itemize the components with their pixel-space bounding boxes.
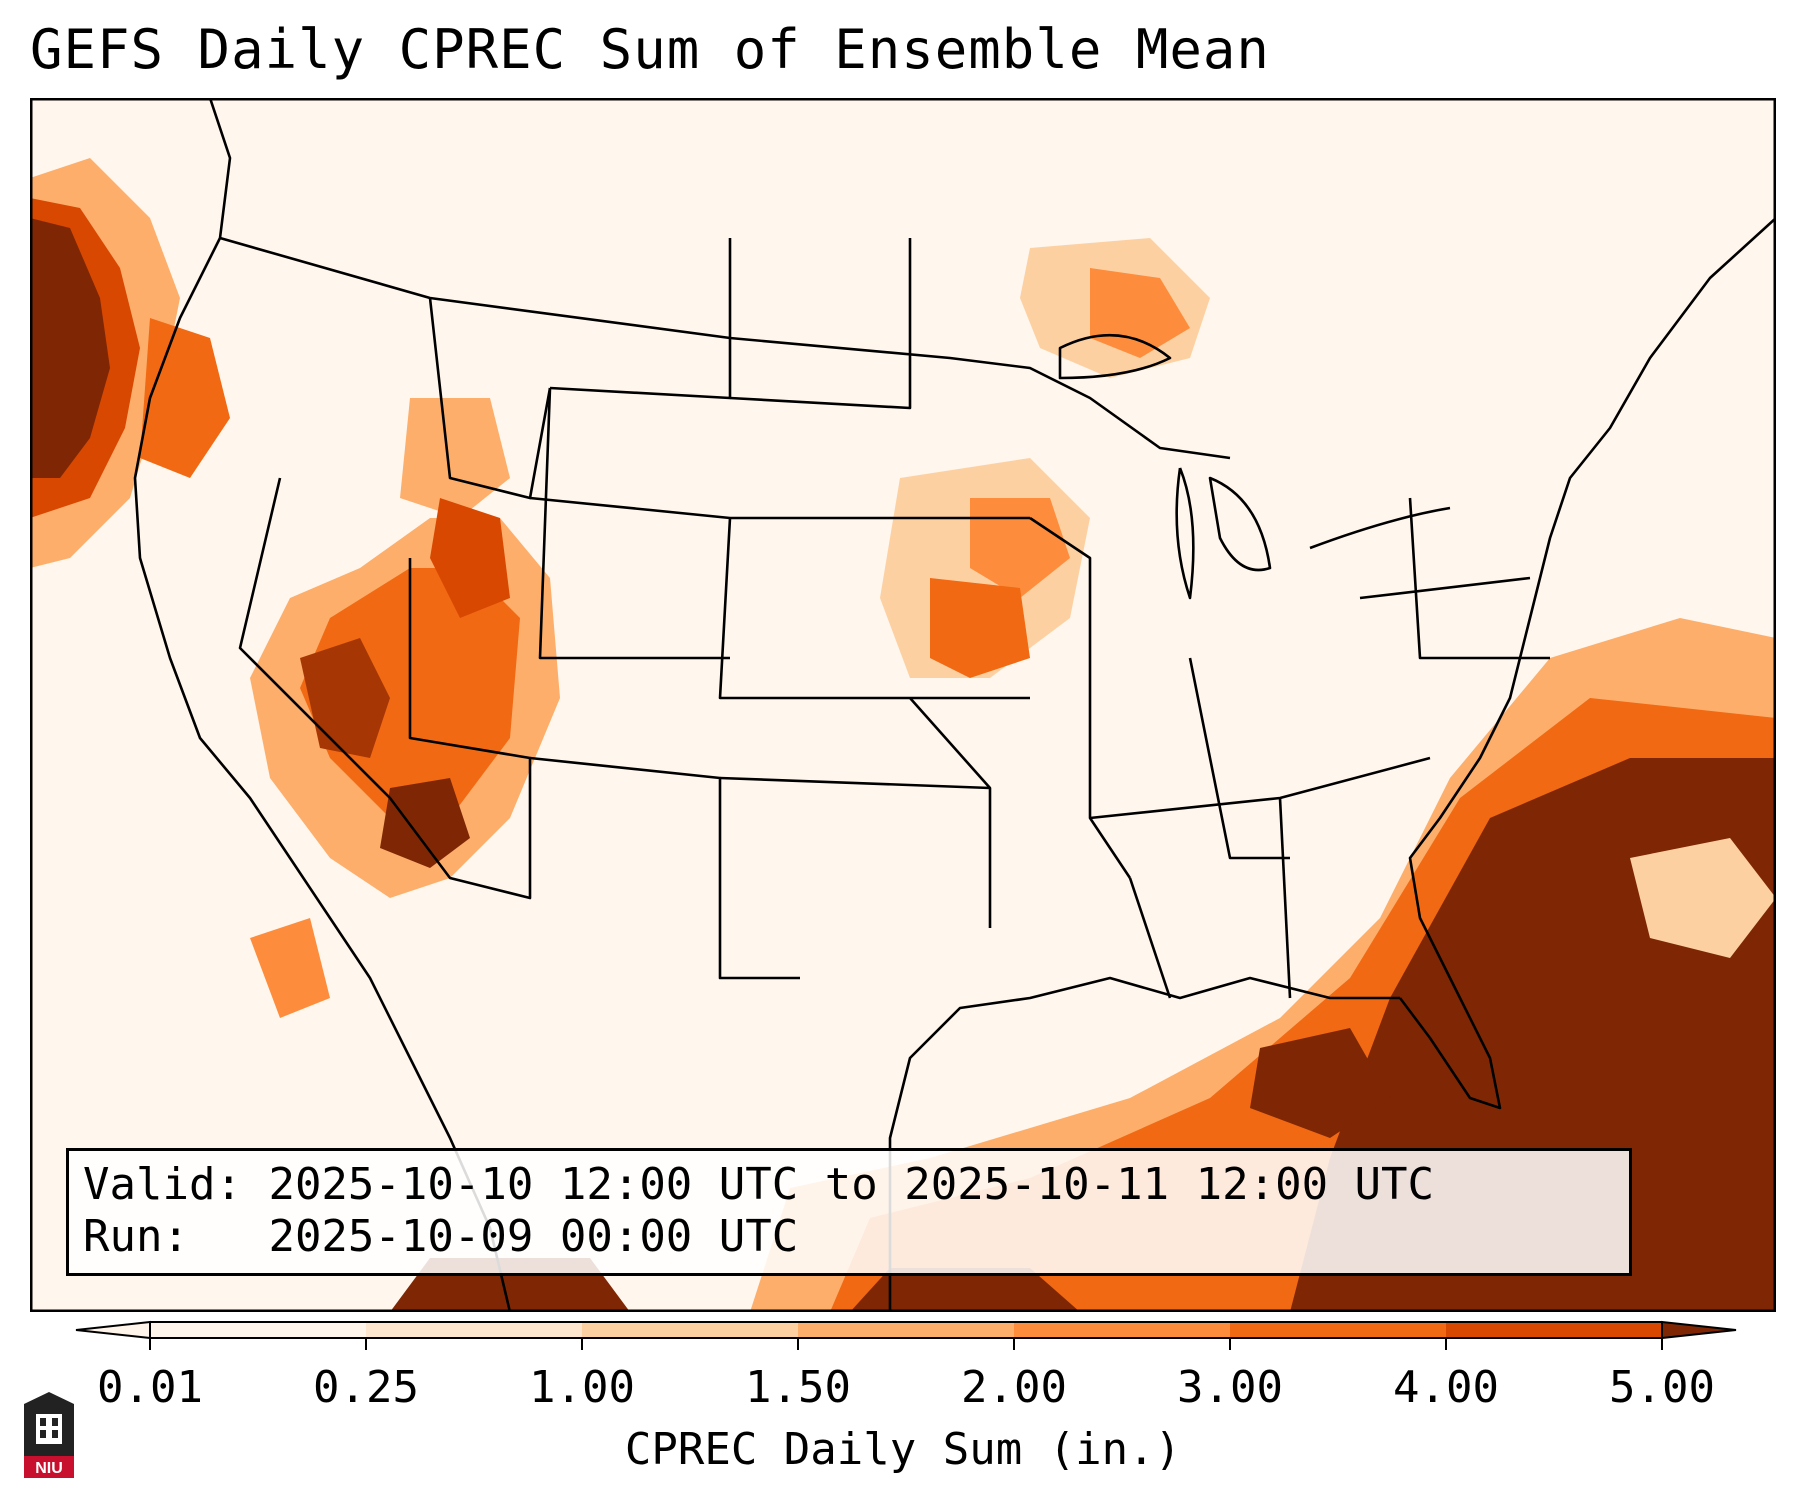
colorbar-tick: 1.00 bbox=[529, 1362, 635, 1413]
colorbar bbox=[75, 1320, 1737, 1350]
valid-label: Valid: bbox=[83, 1159, 242, 1210]
colorbar-tick: 1.50 bbox=[745, 1362, 851, 1413]
valid-value: 2025-10-10 12:00 UTC to 2025-10-11 12:00… bbox=[268, 1159, 1435, 1210]
university-logo-icon: NIU bbox=[24, 1392, 74, 1478]
svg-text:NIU: NIU bbox=[35, 1460, 63, 1477]
run-label: Run: bbox=[83, 1211, 189, 1262]
colorbar-tick: 0.25 bbox=[313, 1362, 419, 1413]
colorbar-tick: 3.00 bbox=[1177, 1362, 1283, 1413]
valid-run-box: Valid: 2025-10-10 12:00 UTC to 2025-10-1… bbox=[66, 1148, 1632, 1276]
run-value: 2025-10-09 00:00 UTC bbox=[268, 1211, 799, 1262]
valid-line: Valid: 2025-10-10 12:00 UTC to 2025-10-1… bbox=[83, 1159, 1434, 1210]
precip-map bbox=[30, 98, 1776, 1312]
colorbar-tick: 0.01 bbox=[97, 1362, 203, 1413]
colorbar-tick: 2.00 bbox=[961, 1362, 1067, 1413]
map-title: GEFS Daily CPREC Sum of Ensemble Mean bbox=[30, 18, 1270, 81]
run-line: Run: 2025-10-09 00:00 UTC bbox=[83, 1211, 798, 1262]
colorbar-label: CPREC Daily Sum (in.) bbox=[624, 1424, 1182, 1475]
colorbar-tick: 4.00 bbox=[1393, 1362, 1499, 1413]
colorbar-tick: 5.00 bbox=[1609, 1362, 1715, 1413]
